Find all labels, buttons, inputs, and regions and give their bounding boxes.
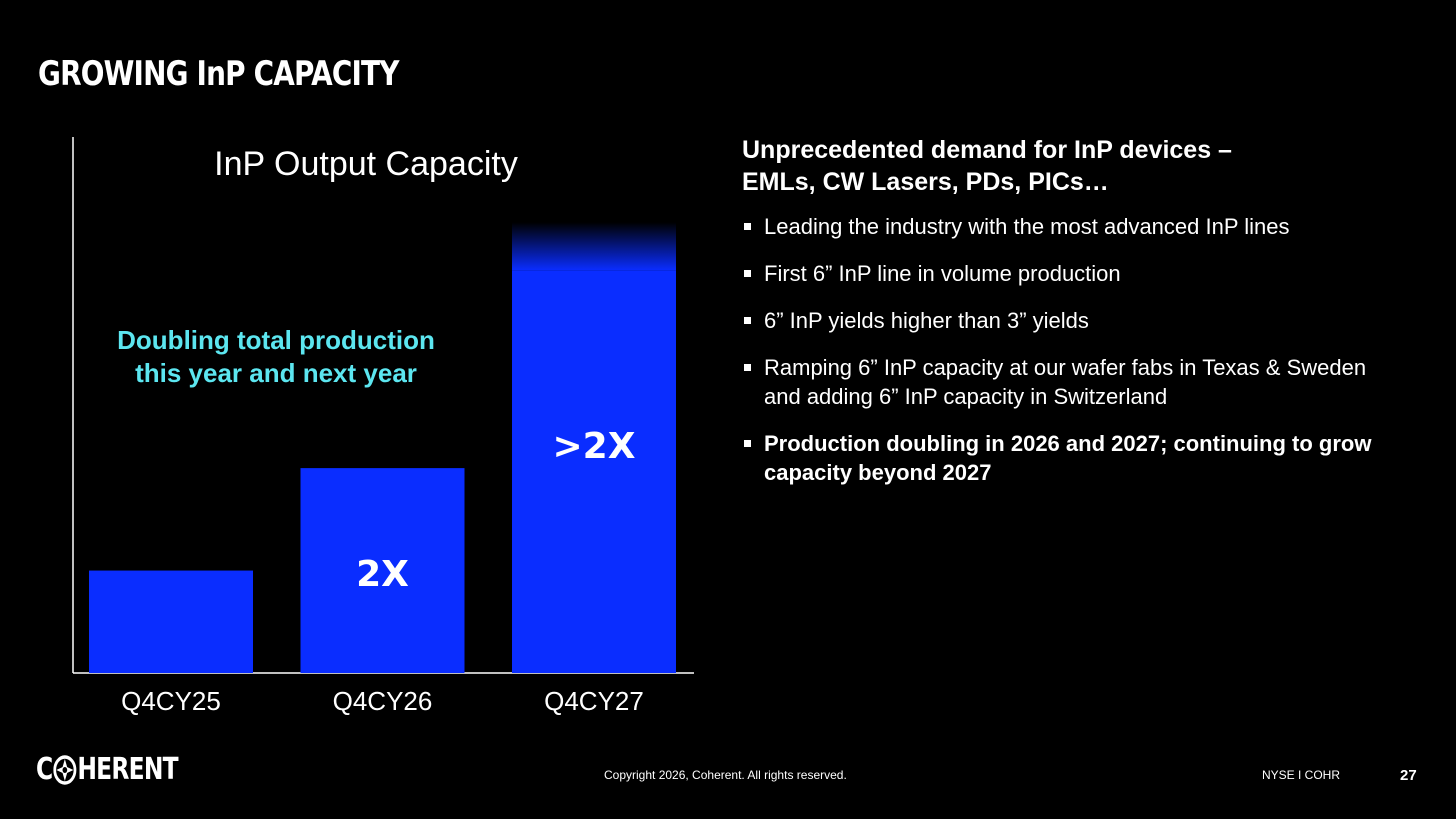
bar-Q4CY27: [512, 270, 676, 673]
bar-Q4CY25: [89, 570, 253, 673]
right-panel: Unprecedented demand for InP devices – E…: [742, 134, 1402, 505]
bullet-item-emphasis: Production doubling in 2026 and 2027; co…: [742, 429, 1402, 487]
bullet-text: 6” InP yields higher than 3” yields: [764, 308, 1089, 333]
logo-letter: C: [36, 752, 53, 787]
copyright-text: Copyright 2026, Coherent. All rights res…: [604, 768, 847, 782]
logo-text: HERENT: [77, 752, 178, 787]
ticker-text: NYSE I COHR: [1262, 768, 1341, 782]
bullet-item: 6” InP yields higher than 3” yields: [742, 306, 1402, 335]
x-tick-label-Q4CY27: Q4CY27: [544, 686, 644, 716]
bullet-item: First 6” InP line in volume production: [742, 259, 1402, 288]
annotation-line-2: this year and next year: [135, 358, 417, 388]
bullet-list: Leading the industry with the most advan…: [742, 212, 1402, 487]
headline: Unprecedented demand for InP devices – E…: [742, 134, 1402, 198]
bullet-square-icon: [744, 317, 751, 324]
slide-title: GROWING InP CAPACITY: [38, 54, 399, 94]
coherent-logo: C HERENT: [36, 752, 179, 787]
globe-icon: [53, 754, 77, 785]
bullet-square-icon: [744, 440, 751, 447]
page-number: 27: [1400, 767, 1417, 784]
bullet-square-icon: [744, 223, 751, 230]
bullet-square-icon: [744, 270, 751, 277]
bar-Q4CY26: [300, 468, 465, 673]
bullet-item: Ramping 6” InP capacity at our wafer fab…: [742, 353, 1402, 411]
bar-group: 2X >2X: [89, 222, 676, 673]
bar-value-label-Q4CY27: >2X: [553, 426, 636, 467]
bullet-square-icon: [744, 364, 751, 371]
bullet-item: Leading the industry with the most advan…: [742, 212, 1402, 241]
bullet-text: Production doubling in 2026 and 2027; co…: [764, 431, 1372, 485]
bar-fade-Q4CY27: [512, 222, 676, 271]
bullet-text: Ramping 6” InP capacity at our wafer fab…: [764, 355, 1367, 409]
bullet-text: Leading the industry with the most advan…: [764, 214, 1290, 239]
annotation-line-1: Doubling total production: [117, 325, 435, 355]
bar-chart: InP Output Capacity 2X>2X Q4CY25 Q4CY26 Q4…: [72, 137, 694, 716]
chart-annotation: Doubling total production this year and …: [96, 324, 456, 390]
headline-line-1: Unprecedented demand for InP devices –: [742, 136, 1232, 164]
bar-value-label-Q4CY26: 2X: [356, 554, 409, 595]
x-tick-label-Q4CY26: Q4CY26: [333, 686, 433, 716]
x-tick-label-Q4CY25: Q4CY25: [121, 686, 221, 716]
bullet-text: First 6” InP line in volume production: [764, 261, 1121, 286]
x-tick-group: Q4CY25 Q4CY26 Q4CY27: [121, 686, 644, 716]
chart-title: InP Output Capacity: [214, 145, 518, 183]
headline-line-2: EMLs, CW Lasers, PDs, PICs…: [742, 168, 1109, 196]
